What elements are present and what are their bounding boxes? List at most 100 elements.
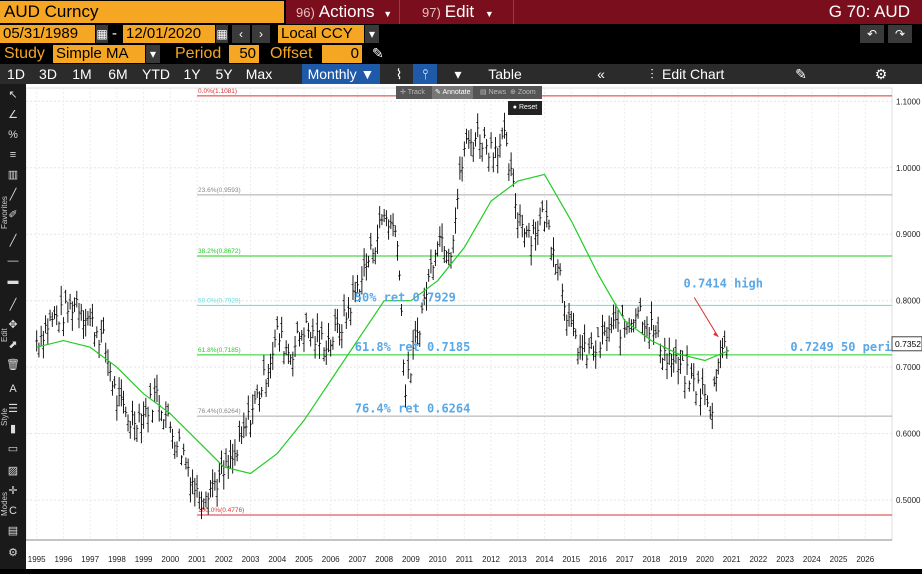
chevron-down-icon[interactable]: ▾ <box>146 45 160 63</box>
fib-level-label: 38.2%(0.8672) <box>198 248 241 255</box>
high-arrow-head <box>713 331 719 337</box>
timeframe-1y[interactable]: 1Y <box>183 66 201 82</box>
bar-chart-icon[interactable]: ⫯ <box>413 64 437 84</box>
redo-icon[interactable]: ↷ <box>888 25 912 43</box>
trendline-icon[interactable]: ∠ <box>8 109 18 121</box>
study-label: Study <box>4 45 45 62</box>
annotation-text: 0.7414 high <box>684 276 763 290</box>
line-weight-icon[interactable]: ☰ <box>8 403 18 415</box>
layers-icon[interactable]: ▤ <box>7 525 19 537</box>
percent-icon[interactable]: % <box>8 129 18 141</box>
plot-background <box>25 87 893 541</box>
timeframe-6m[interactable]: 6M <box>108 66 128 82</box>
channel-icon[interactable]: ▥ <box>7 169 19 181</box>
study-select[interactable]: Simple MA <box>53 45 145 63</box>
gear-icon[interactable]: ⚙ <box>8 547 18 559</box>
cursor-icon[interactable]: ↖ <box>8 89 18 101</box>
currency-select[interactable]: Local CCY <box>278 25 364 43</box>
date-range-bar: 05/31/1989 ▦ - 12/01/2020 ▦ ‹ › Local CC… <box>0 24 922 44</box>
annotate-button[interactable]: ✎ Annotate <box>432 86 474 99</box>
zoom-button[interactable]: ⊕ Zoom <box>510 89 536 96</box>
annotate-label: Annotate <box>442 89 471 96</box>
move-icon[interactable]: ✥ <box>8 319 18 331</box>
crosshair-icon[interactable]: ✛ <box>8 485 18 497</box>
security-ticker[interactable]: AUD Curncy <box>0 1 284 23</box>
select-icon[interactable]: ⬈ <box>8 339 18 351</box>
rectangle-icon[interactable]: ▬ <box>7 275 19 287</box>
x-tick-label: 2014 <box>536 555 554 564</box>
edit-chart-button[interactable]: Edit Chart <box>662 66 725 82</box>
zoom-label: Zoom <box>517 89 536 96</box>
fib-level-label: 100.0%(0.4776) <box>198 507 244 514</box>
news-button[interactable]: ▤ News <box>480 89 507 96</box>
line-chart-icon[interactable]: ⌇ <box>395 66 403 82</box>
table-button[interactable]: Table <box>488 66 522 82</box>
timeframe-1m[interactable]: 1M <box>72 66 92 82</box>
end-date-field[interactable]: 12/01/2020 <box>123 25 215 43</box>
edit-menu[interactable]: 97) Edit ▼ <box>402 0 514 24</box>
annotation-text: 61.8% ret 0.7185 <box>355 340 471 354</box>
modes-label: Modes <box>0 491 9 516</box>
prev-period-button[interactable]: ‹ <box>232 25 250 43</box>
x-tick-label: 2026 <box>856 555 874 564</box>
gear-icon[interactable]: ⚙ <box>874 66 888 82</box>
frequency-select[interactable]: Monthly ▼ <box>302 64 380 84</box>
offset-label: Offset <box>270 45 313 62</box>
x-tick-label: 2018 <box>643 555 661 564</box>
x-tick-label: 2020 <box>696 555 714 564</box>
chart-area[interactable]: 1.1000 1.0000 0.9000 0.8000 0.7000 0.6000 0.50… <box>25 84 922 569</box>
text-icon[interactable]: A <box>9 383 17 395</box>
calendar-icon[interactable]: ▦ <box>216 25 228 43</box>
fib-level-label: 23.6%(0.9593) <box>198 187 241 194</box>
pen-icon[interactable]: ╱ <box>9 235 17 247</box>
ma50-series-line <box>36 173 730 475</box>
period-field[interactable]: 50 <box>229 45 259 63</box>
fib-level-label: 76.4%(0.6264) <box>198 408 241 415</box>
collapse-icon[interactable]: « <box>597 66 605 82</box>
actions-menu[interactable]: 96) Actions ▼ <box>290 0 400 24</box>
y-tick-label: 1.1000 <box>896 97 921 106</box>
trash-icon[interactable]: 🗑 <box>6 359 20 371</box>
draw-icon[interactable]: ✎ <box>795 66 807 82</box>
chevron-down-icon[interactable]: ▾ <box>454 66 462 82</box>
timeframe-5y[interactable]: 5Y <box>215 66 233 82</box>
timeframe-max[interactable]: Max <box>245 66 273 82</box>
actions-label: Actions <box>318 2 375 21</box>
pattern-icon[interactable]: ▨ <box>7 465 19 477</box>
x-tick-label: 2024 <box>803 555 821 564</box>
reset-button[interactable]: ● Reset <box>508 101 542 115</box>
timeframe-bar: 1D 3D 1M 6M YTD 1Y 5Y Max Monthly ▼ ⌇ ⫯ ▾ Table… <box>0 64 922 84</box>
x-tick-label: 2011 <box>456 555 474 564</box>
track-button[interactable]: ✛ Track <box>400 89 425 96</box>
chevron-down-icon[interactable]: ▾ <box>365 25 379 43</box>
brush-icon[interactable]: ✐ <box>8 209 18 221</box>
timeframe-1d[interactable]: 1D <box>7 66 25 82</box>
x-tick-label: 1998 <box>108 555 126 564</box>
fill-icon[interactable]: ▮ <box>9 423 17 435</box>
undo-icon[interactable]: ↶ <box>860 25 884 43</box>
x-tick-label: 2012 <box>482 555 500 564</box>
line-tool-icon[interactable]: ╱ <box>9 299 17 311</box>
x-tick-label: 2010 <box>429 555 447 564</box>
x-tick-label: 2006 <box>322 555 340 564</box>
period-label: Period <box>175 45 222 62</box>
calendar-icon[interactable]: ▦ <box>96 25 108 43</box>
price-chart[interactable]: 1.1000 1.0000 0.9000 0.8000 0.7000 0.6000 0.50… <box>25 84 922 569</box>
offset-field[interactable]: 0 <box>322 45 362 63</box>
link-icon[interactable]: C <box>9 505 17 517</box>
next-period-button[interactable]: › <box>252 25 270 43</box>
x-tick-label: 2009 <box>402 555 420 564</box>
pencil-icon[interactable]: ✎ <box>372 45 384 61</box>
horizontal-line-icon[interactable]: — <box>7 255 19 267</box>
x-tick-label: 2002 <box>215 555 233 564</box>
x-tick-label: 2004 <box>268 555 286 564</box>
timeframe-3d[interactable]: 3D <box>39 66 57 82</box>
fibonacci-icon[interactable]: ≡ <box>9 149 17 161</box>
x-tick-label: 2022 <box>749 555 767 564</box>
x-tick-label: 2021 <box>723 555 741 564</box>
timeframe-ytd[interactable]: YTD <box>142 66 170 82</box>
start-date-field[interactable]: 05/31/1989 <box>0 25 95 43</box>
y-tick-label: 0.9000 <box>896 230 921 239</box>
ray-icon[interactable]: ╱ <box>9 189 17 201</box>
color-icon[interactable]: ▭ <box>7 443 19 455</box>
